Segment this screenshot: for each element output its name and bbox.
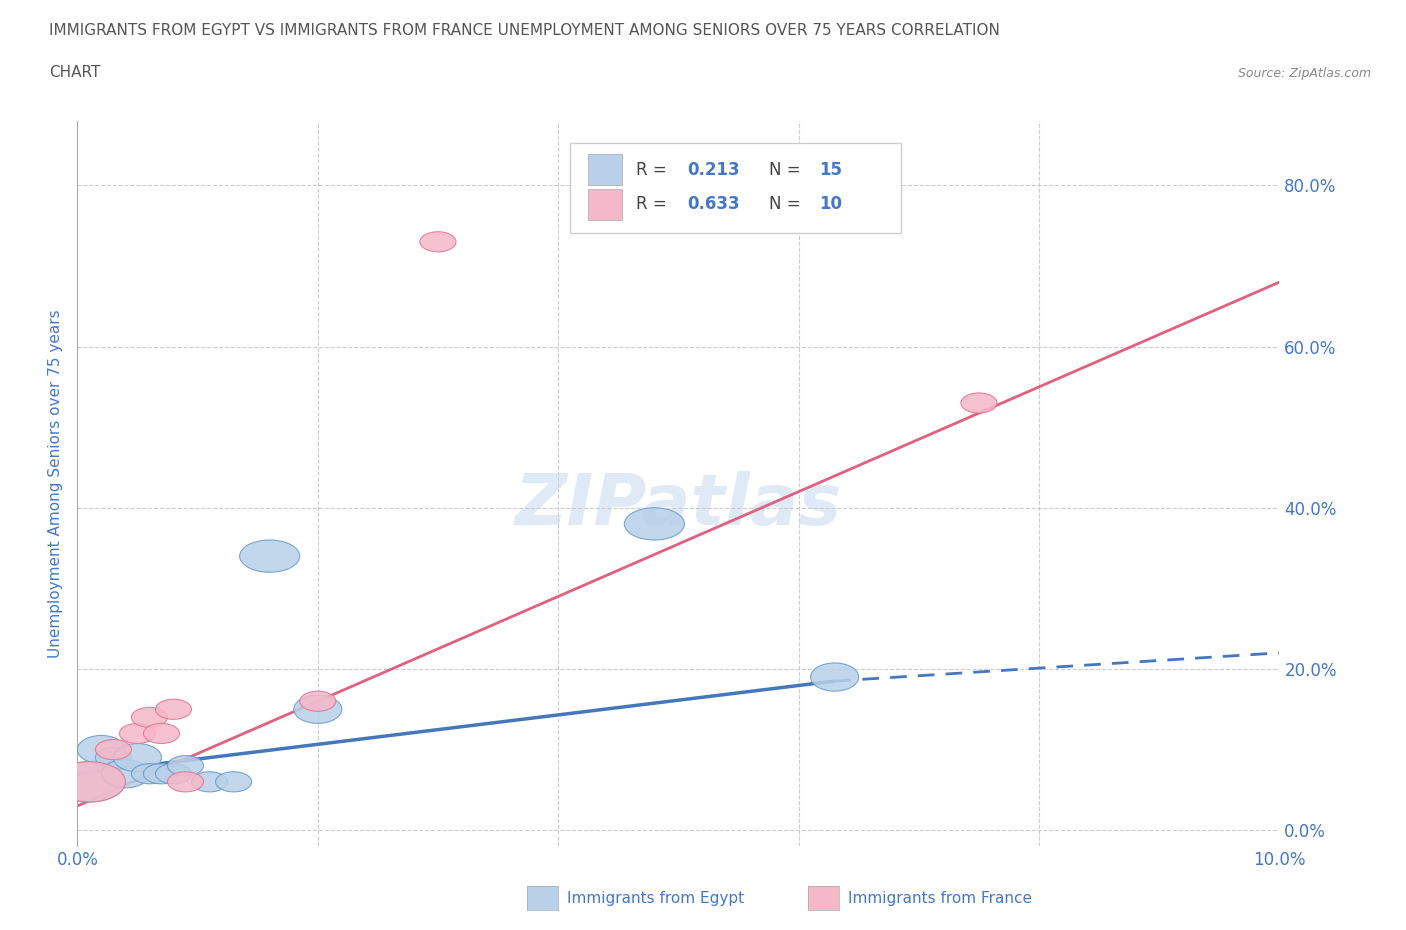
Text: CHART: CHART (49, 65, 101, 80)
Text: 0.633: 0.633 (686, 195, 740, 213)
Ellipse shape (96, 739, 131, 760)
Ellipse shape (131, 708, 167, 727)
Ellipse shape (215, 772, 252, 792)
Bar (588, 189, 621, 219)
Text: N =: N = (769, 195, 806, 213)
Ellipse shape (156, 699, 191, 720)
Ellipse shape (53, 762, 125, 802)
Text: Immigrants from Egypt: Immigrants from Egypt (567, 891, 744, 906)
Ellipse shape (239, 540, 299, 572)
Ellipse shape (131, 764, 167, 784)
Ellipse shape (960, 392, 997, 413)
Y-axis label: Unemployment Among Seniors over 75 years: Unemployment Among Seniors over 75 years (48, 310, 63, 658)
Text: Source: ZipAtlas.com: Source: ZipAtlas.com (1237, 67, 1371, 80)
Ellipse shape (114, 744, 162, 772)
Bar (588, 154, 621, 185)
Ellipse shape (120, 724, 156, 744)
Ellipse shape (156, 764, 191, 784)
Ellipse shape (294, 696, 342, 724)
Ellipse shape (299, 691, 336, 711)
Ellipse shape (143, 764, 180, 784)
Ellipse shape (77, 736, 125, 764)
Ellipse shape (167, 772, 204, 792)
Ellipse shape (420, 232, 456, 252)
Text: R =: R = (637, 161, 672, 179)
Ellipse shape (191, 772, 228, 792)
Ellipse shape (811, 663, 859, 691)
Text: IMMIGRANTS FROM EGYPT VS IMMIGRANTS FROM FRANCE UNEMPLOYMENT AMONG SENIORS OVER : IMMIGRANTS FROM EGYPT VS IMMIGRANTS FROM… (49, 23, 1000, 38)
Text: Immigrants from France: Immigrants from France (848, 891, 1032, 906)
Ellipse shape (96, 748, 131, 768)
Text: 0.213: 0.213 (686, 161, 740, 179)
Ellipse shape (624, 508, 685, 540)
FancyBboxPatch shape (571, 142, 901, 233)
Text: R =: R = (637, 195, 672, 213)
Text: 15: 15 (820, 161, 842, 179)
Ellipse shape (143, 724, 180, 744)
Ellipse shape (167, 755, 204, 776)
Text: ZIPatlas: ZIPatlas (515, 471, 842, 539)
Text: N =: N = (769, 161, 806, 179)
Text: 10: 10 (820, 195, 842, 213)
Ellipse shape (53, 762, 125, 802)
Ellipse shape (101, 760, 149, 788)
